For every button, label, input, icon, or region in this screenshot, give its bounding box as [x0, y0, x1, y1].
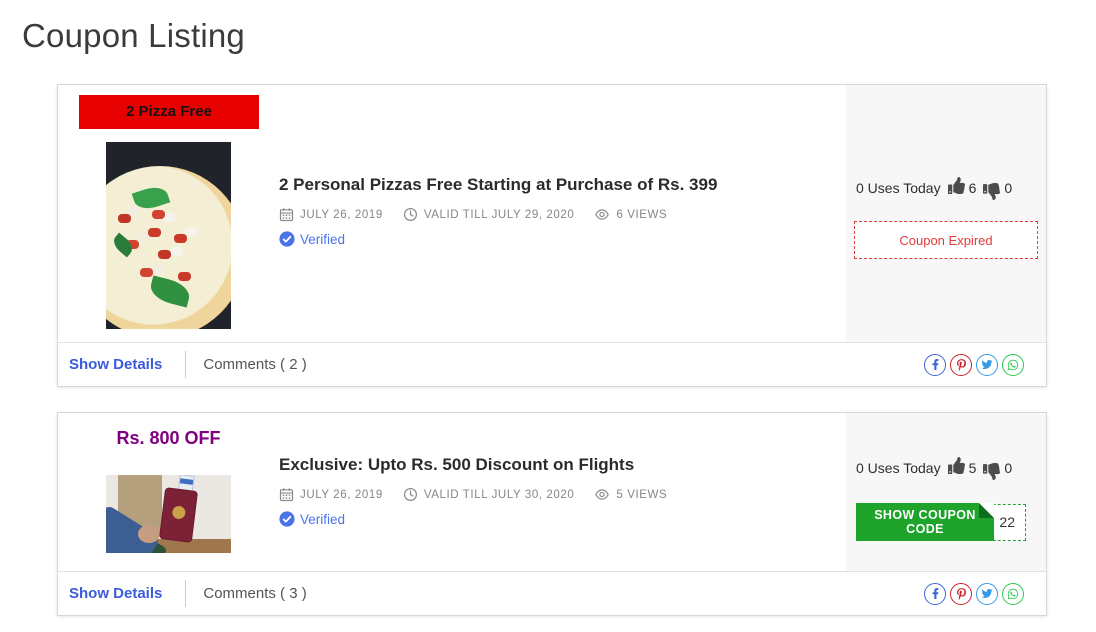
- coupon-views-label: 6 VIEWS: [616, 208, 668, 221]
- dislikes-count: 0: [1004, 459, 1013, 476]
- boarding-pass-stripe: [179, 478, 194, 485]
- coupon-card: 2 Pizza Free 2 Personal Pizzas Free Star…: [57, 84, 1047, 387]
- coupon-card-body: 2 Pizza Free 2 Personal Pizzas Free Star…: [58, 85, 1046, 342]
- coupon-validity: VALID TILL JULY 30, 2020: [403, 487, 575, 502]
- comments-link[interactable]: Comments ( 2 ): [203, 356, 307, 373]
- dislikes-count: 0: [1004, 179, 1013, 196]
- verified-check-icon: [279, 511, 295, 527]
- facebook-icon[interactable]: [924, 353, 946, 376]
- uses-row: 0 Uses Today 5 0: [846, 457, 1046, 480]
- coupon-image-travel[interactable]: [106, 475, 231, 553]
- footer-divider: [185, 351, 187, 378]
- coupon-image-pizza[interactable]: [106, 142, 231, 329]
- coupon-meta-row: JULY 26, 2019 VALID TILL JULY 30, 2020 5…: [279, 487, 838, 502]
- thumbs-up-icon[interactable]: [947, 457, 965, 474]
- folded-corner: [979, 503, 994, 518]
- passport-emblem: [171, 505, 187, 520]
- verified-label: Verified: [300, 511, 346, 527]
- pinterest-icon[interactable]: [950, 353, 972, 376]
- uses-today-label: 0 Uses Today: [856, 459, 941, 476]
- coupon-date: JULY 26, 2019: [279, 207, 383, 222]
- coupon-left-column: Rs. 800 OFF: [58, 413, 279, 571]
- coupon-action-panel: 0 Uses Today 5 0 22 SHOW COUPON CODE: [846, 413, 1046, 571]
- eye-icon: [595, 209, 610, 220]
- coupon-views: 6 VIEWS: [594, 207, 667, 222]
- comments-link[interactable]: Comments ( 3 ): [203, 585, 307, 602]
- coupon-meta-row: JULY 26, 2019 VALID TILL JULY 29, 2020 6…: [279, 207, 838, 222]
- coupon-title[interactable]: Exclusive: Upto Rs. 500 Discount on Flig…: [279, 455, 635, 474]
- verified-check-icon: [279, 231, 295, 247]
- coupon-listing-page: Coupon Listing 2 Pizza Free 2: [22, 17, 1047, 616]
- hand: [138, 525, 160, 543]
- calendar-icon: [279, 488, 294, 502]
- calendar-icon: [279, 208, 294, 222]
- coupon-title[interactable]: 2 Personal Pizzas Free Starting at Purch…: [279, 175, 718, 194]
- thumbs-down-icon[interactable]: [983, 463, 1001, 480]
- coupon-expired-button[interactable]: Coupon Expired: [854, 221, 1038, 259]
- twitter-icon[interactable]: [976, 353, 998, 376]
- coupon-views-label: 5 VIEWS: [616, 488, 668, 501]
- footer-divider: [185, 580, 187, 607]
- likes-count: 5: [968, 459, 977, 476]
- verified-label: Verified: [300, 231, 346, 247]
- passport: [158, 487, 199, 543]
- show-coupon-code-label: SHOW COUPON CODE: [874, 508, 976, 536]
- deal-badge: 2 Pizza Free: [79, 95, 259, 129]
- uses-today-label: 0 Uses Today: [856, 179, 941, 196]
- show-details-link[interactable]: Show Details: [69, 585, 163, 602]
- thumbs-down-icon[interactable]: [983, 183, 1001, 200]
- show-coupon-code-button[interactable]: SHOW COUPON CODE: [856, 503, 994, 541]
- thumbs-up-icon[interactable]: [947, 177, 965, 194]
- social-share-icons: [924, 582, 1024, 605]
- coupon-validity-label: VALID TILL JULY 29, 2020: [423, 208, 575, 221]
- coupon-action-panel: 0 Uses Today 6 0 Coupon Expired: [846, 85, 1046, 342]
- twitter-icon[interactable]: [976, 582, 998, 605]
- pizza-mozzarella: [162, 212, 176, 223]
- coupon-info-column: 2 Personal Pizzas Free Starting at Purch…: [279, 85, 846, 342]
- coupon-card: Rs. 800 OFF Exclusive: Upto Rs. 500 Disc…: [57, 412, 1047, 616]
- whatsapp-icon[interactable]: [1002, 582, 1024, 605]
- coupon-left-column: 2 Pizza Free: [58, 85, 279, 342]
- pinterest-icon[interactable]: [950, 582, 972, 605]
- show-details-link[interactable]: Show Details: [69, 356, 163, 373]
- coupon-list: 2 Pizza Free 2 Personal Pizzas Free Star…: [57, 84, 1047, 616]
- clock-icon: [403, 207, 417, 222]
- whatsapp-icon[interactable]: [1002, 353, 1024, 376]
- coupon-card-footer: Show Details Comments ( 3 ): [58, 571, 1046, 615]
- likes-count: 6: [968, 179, 977, 196]
- facebook-icon[interactable]: [924, 582, 946, 605]
- coupon-validity: VALID TILL JULY 29, 2020: [403, 207, 575, 222]
- coupon-validity-label: VALID TILL JULY 30, 2020: [423, 488, 575, 501]
- coupon-date: JULY 26, 2019: [279, 487, 383, 502]
- deal-text: Rs. 800 OFF: [116, 428, 221, 448]
- coupon-info-column: Exclusive: Upto Rs. 500 Discount on Flig…: [279, 413, 846, 571]
- pizza-tomato-toppings: [148, 228, 161, 237]
- clock-icon: [403, 487, 417, 502]
- coupon-card-body: Rs. 800 OFF Exclusive: Upto Rs. 500 Disc…: [58, 413, 1046, 571]
- page-title: Coupon Listing: [22, 17, 245, 54]
- verified-badge: Verified: [279, 511, 838, 527]
- coupon-views: 5 VIEWS: [594, 487, 667, 502]
- coupon-code-area: 22 SHOW COUPON CODE: [856, 503, 1026, 541]
- coupon-card-footer: Show Details Comments ( 2 ): [58, 342, 1046, 386]
- coupon-date-label: JULY 26, 2019: [300, 488, 383, 501]
- verified-badge: Verified: [279, 231, 838, 247]
- social-share-icons: [924, 353, 1024, 376]
- eye-icon: [595, 489, 610, 500]
- uses-row: 0 Uses Today 6 0: [846, 177, 1046, 200]
- coupon-date-label: JULY 26, 2019: [300, 208, 383, 221]
